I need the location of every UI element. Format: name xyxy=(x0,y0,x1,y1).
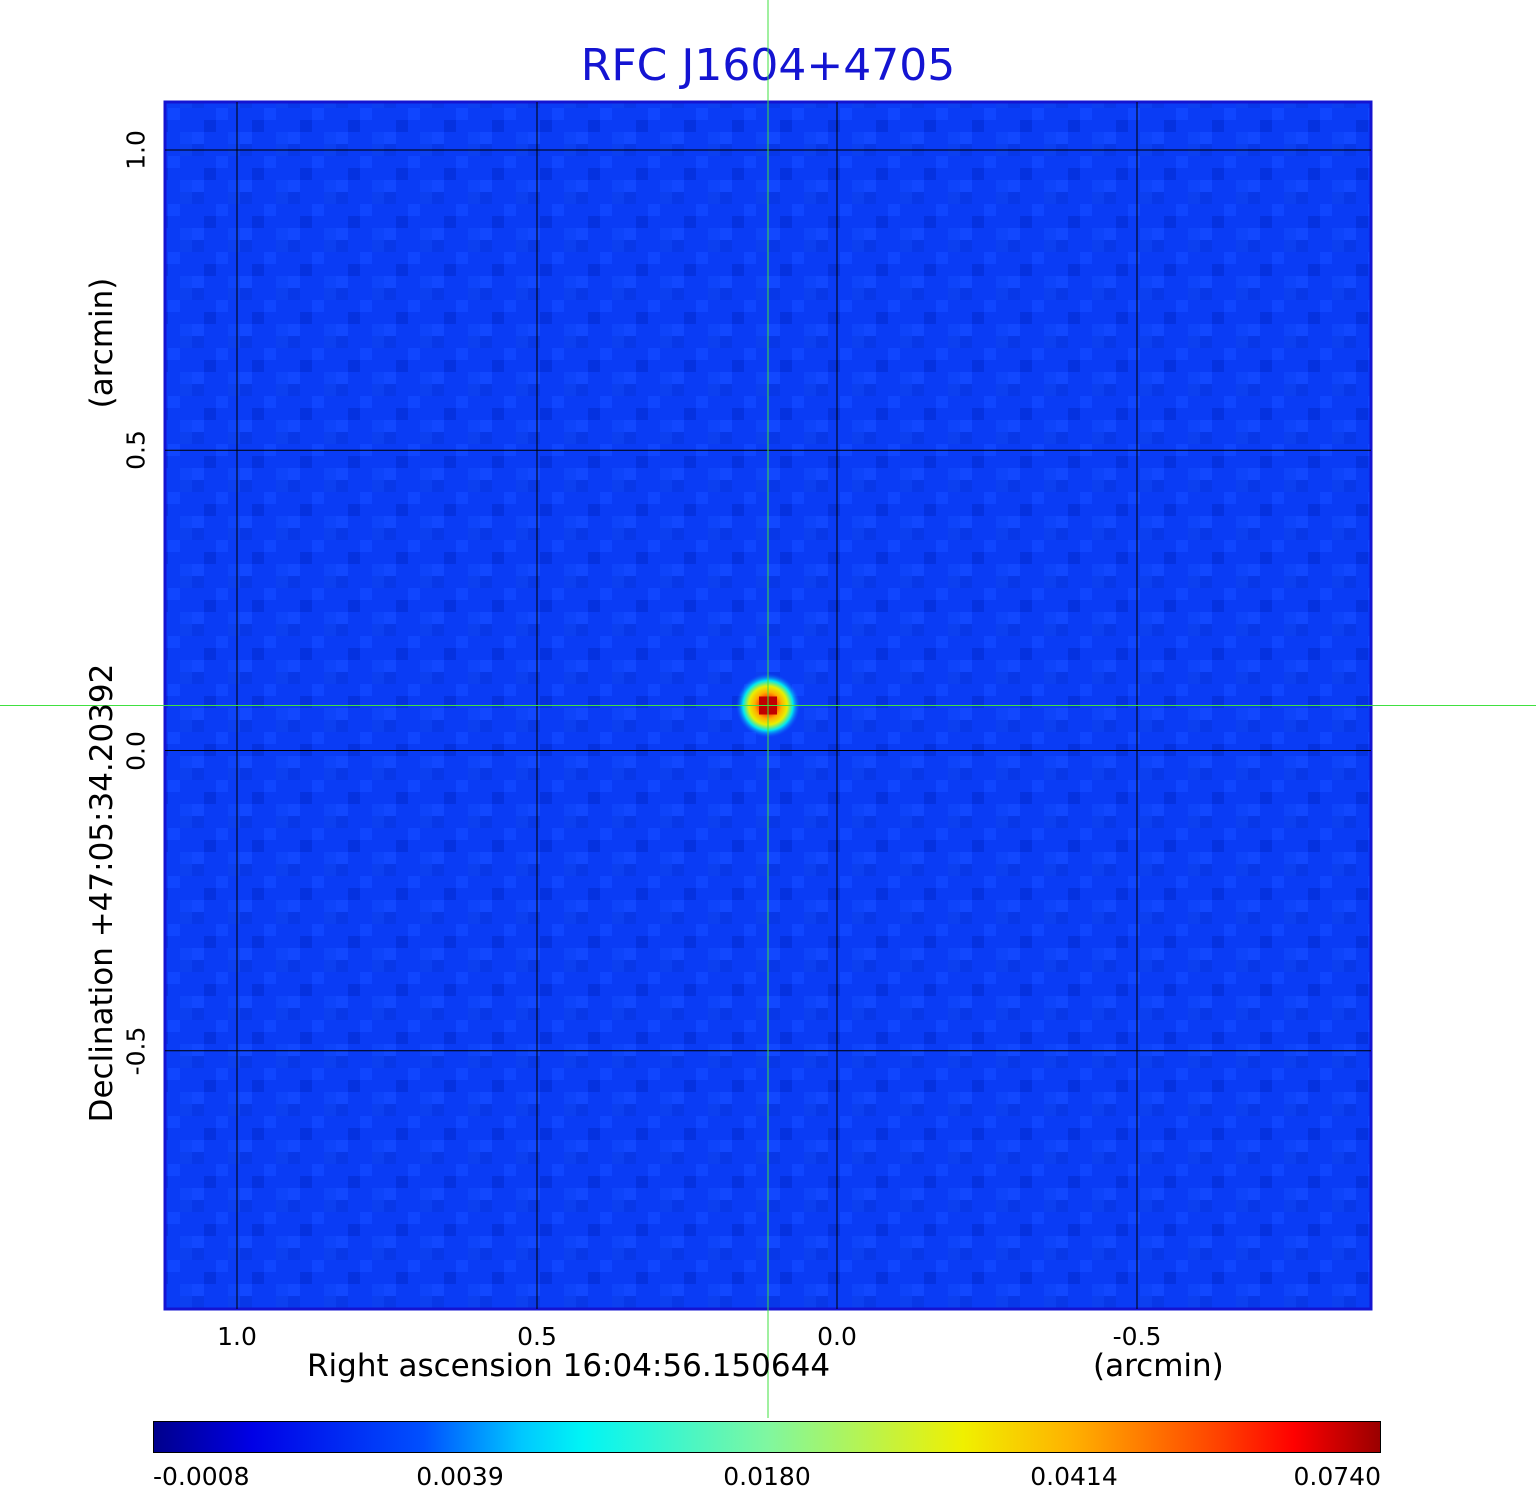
x-axis-label: Right ascension 16:04:56.150644 xyxy=(307,1348,831,1384)
y-axis-label: Declination +47:05:34.20392 xyxy=(84,663,120,1123)
colorbar xyxy=(153,1421,1381,1453)
colorbar-tick-label: 0.0414 xyxy=(1030,1462,1118,1491)
y-tick-label: 0.0 xyxy=(121,730,151,771)
x-tick-label: 1.0 xyxy=(217,1322,257,1351)
colorbar-tick-label: -0.0008 xyxy=(153,1462,250,1491)
x-tick-label: 0.0 xyxy=(817,1322,857,1351)
x-tick-label: -0.5 xyxy=(1112,1322,1162,1351)
y-tick-label: 1.0 xyxy=(121,130,151,170)
y-tick-label: -0.5 xyxy=(121,1026,151,1076)
colorbar-tick-label: 0.0740 xyxy=(1293,1462,1381,1491)
y-axis-unit: (arcmin) xyxy=(84,277,120,409)
x-tick-label: 0.5 xyxy=(517,1322,557,1351)
x-axis-unit: (arcmin) xyxy=(1093,1348,1224,1384)
colorbar-tick-label: 0.0039 xyxy=(416,1462,504,1491)
y-tick-label: 0.5 xyxy=(121,430,151,471)
colorbar-tick-label: 0.0180 xyxy=(723,1462,811,1491)
